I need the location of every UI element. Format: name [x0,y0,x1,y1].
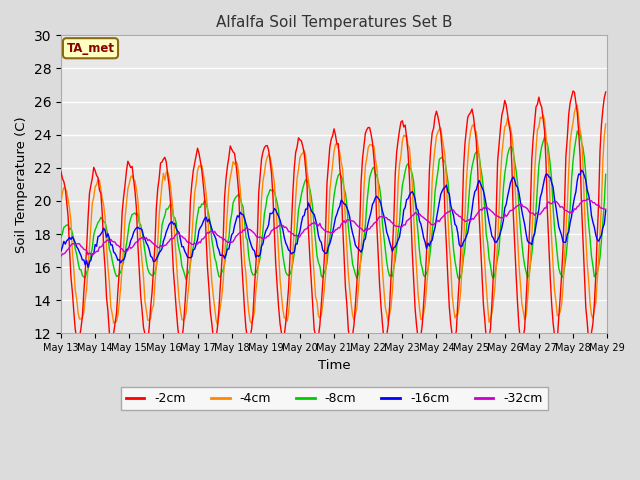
Y-axis label: Soil Temperature (C): Soil Temperature (C) [15,116,28,252]
Text: TA_met: TA_met [67,42,115,55]
Title: Alfalfa Soil Temperatures Set B: Alfalfa Soil Temperatures Set B [216,15,452,30]
X-axis label: Time: Time [318,359,350,372]
Legend: -2cm, -4cm, -8cm, -16cm, -32cm: -2cm, -4cm, -8cm, -16cm, -32cm [120,387,548,410]
